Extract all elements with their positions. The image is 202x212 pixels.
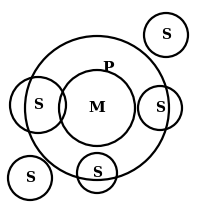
Text: M: M	[88, 101, 105, 115]
Text: S: S	[92, 166, 101, 180]
Text: S: S	[154, 101, 164, 115]
Text: S: S	[160, 28, 170, 42]
Text: S: S	[33, 98, 43, 112]
Text: S: S	[25, 171, 35, 185]
Text: P: P	[102, 61, 113, 75]
